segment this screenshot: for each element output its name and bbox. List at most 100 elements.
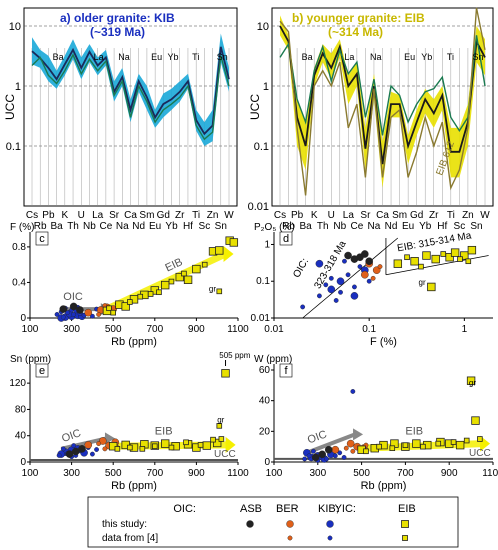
data-point-KIB-ref xyxy=(71,312,77,317)
data-point-KIB-ref xyxy=(352,284,357,290)
x-category-label: Yb xyxy=(419,221,432,232)
x-tick-label: 300 xyxy=(63,468,80,479)
data-point-EIB-this xyxy=(215,246,224,255)
x-category-label: Nb xyxy=(333,221,346,232)
gr-label: gr xyxy=(217,416,224,425)
data-point-EIB-ref xyxy=(197,442,204,448)
x-category-label: Nd xyxy=(385,221,398,232)
x-category-label: Ba xyxy=(51,221,64,232)
legend-header: BER xyxy=(276,503,299,515)
y-tick-label: 0.4 xyxy=(12,277,26,288)
data-point-BER-ref xyxy=(96,312,102,317)
series-line-eib612 xyxy=(279,7,486,196)
data-point-EIB-ref xyxy=(435,440,442,447)
data-point-KIB-ref xyxy=(56,453,62,458)
y-tick-label: 40 xyxy=(15,431,27,442)
gr-label: gr xyxy=(209,284,216,293)
element-annotation: La xyxy=(344,52,354,62)
data-point-KIB-ref xyxy=(323,282,329,288)
legend-marker xyxy=(287,535,293,541)
x-category-label: W xyxy=(224,210,234,221)
legend-marker xyxy=(401,520,409,528)
element-annotation: La xyxy=(94,52,104,62)
data-point-BER-ref xyxy=(96,441,102,446)
x-tick-label: 0.1 xyxy=(362,324,376,335)
data-point-ASB-this xyxy=(311,453,320,462)
element-annotation: Yb xyxy=(168,52,179,62)
range-band xyxy=(280,15,485,188)
data-point-EIB-this xyxy=(460,251,469,260)
panel-label: d xyxy=(283,233,289,245)
y-tick-label: 0.1 xyxy=(6,141,21,153)
y-tick-label: 0.1 xyxy=(254,141,269,153)
data-point-EIB-ref xyxy=(127,299,133,305)
x-category-label: Eu xyxy=(149,221,161,232)
x-axis-label: F (%) xyxy=(370,336,397,348)
legend-marker xyxy=(286,520,294,528)
x-category-label: Pb xyxy=(42,210,55,221)
x-tick-label: 100 xyxy=(22,468,39,479)
data-point-KIB-ref xyxy=(324,456,329,462)
x-category-label: Cs xyxy=(274,210,286,221)
data-point-EIB-this xyxy=(410,257,419,266)
oic-arrowhead xyxy=(353,428,364,441)
y-tick-label: 10 xyxy=(257,21,269,33)
data-point-EIB-this xyxy=(202,441,211,450)
data-point-EIB-this xyxy=(471,416,480,425)
data-point-EIB-ref xyxy=(457,256,463,262)
panel-label: f xyxy=(284,365,288,377)
y-axis-label: W (ppm) xyxy=(254,354,292,365)
element-annotation: Eu xyxy=(151,52,162,62)
x-category-label: Rb xyxy=(282,221,295,232)
data-point-EIB-this xyxy=(192,264,201,274)
eib-label: EIB xyxy=(405,425,423,437)
x-category-label: La xyxy=(343,210,355,221)
x-tick-label: 700 xyxy=(397,468,414,479)
panel-label-box xyxy=(35,363,49,378)
data-point-EIB-ref xyxy=(210,436,216,443)
x-tick-label: 100 xyxy=(266,468,283,479)
panel-label-box xyxy=(279,363,293,378)
data-point-EIB-ref xyxy=(168,278,175,285)
x-category-label: Zr xyxy=(175,210,185,221)
data-point-KIB-ref xyxy=(338,289,343,295)
x-category-label: Ce xyxy=(350,221,363,232)
element-annotation: Na xyxy=(370,52,382,62)
data-point-EIB-ref xyxy=(404,254,410,261)
x-category-label: Ba xyxy=(300,221,313,232)
legend-marker xyxy=(327,535,333,541)
y-tick-label: 120 xyxy=(9,378,26,389)
x-axis-label: Rb (ppm) xyxy=(111,336,157,348)
data-point-EIB-ref xyxy=(477,436,483,442)
y-tick-label: 0 xyxy=(20,457,26,468)
data-point-ASB-this xyxy=(324,445,333,454)
legend-header: KIB; xyxy=(318,503,339,515)
x-category-label: Ca xyxy=(124,210,137,221)
data-point-EIB-ref xyxy=(363,448,369,455)
x-category-label: Sc xyxy=(199,221,211,232)
series-line-green xyxy=(279,35,486,136)
element-annotation: Ti xyxy=(447,52,454,62)
data-point-BER-ref xyxy=(370,275,376,281)
data-point-KIB-ref xyxy=(332,453,338,459)
data-point-EIB-ref xyxy=(216,423,223,429)
legend-marker xyxy=(246,520,254,528)
element-annotation: Eu xyxy=(404,52,415,62)
legend-header: EIB xyxy=(398,503,416,515)
outlier-value-label: 505 ppm xyxy=(219,351,250,360)
y-tick-label: 40 xyxy=(259,396,271,407)
data-point-EIB-ref xyxy=(420,443,426,450)
chart-title: a) older granite: KIB xyxy=(60,11,175,25)
data-point-ASB-this xyxy=(318,450,326,459)
data-point-KIB-ref xyxy=(306,453,312,459)
data-point-KIB-ref xyxy=(90,313,95,319)
data-point-EIB-this xyxy=(229,238,239,247)
series-line-mean xyxy=(31,46,230,136)
data-point-KIB-ref xyxy=(311,448,316,454)
data-point-KIB-ref xyxy=(350,389,356,394)
x-category-label: U xyxy=(78,210,85,221)
x-category-label: Zn xyxy=(462,210,474,221)
data-point-BER-this xyxy=(99,437,107,445)
data-point-EIB-this xyxy=(431,254,440,264)
data-point-KIB-ref xyxy=(317,293,322,299)
